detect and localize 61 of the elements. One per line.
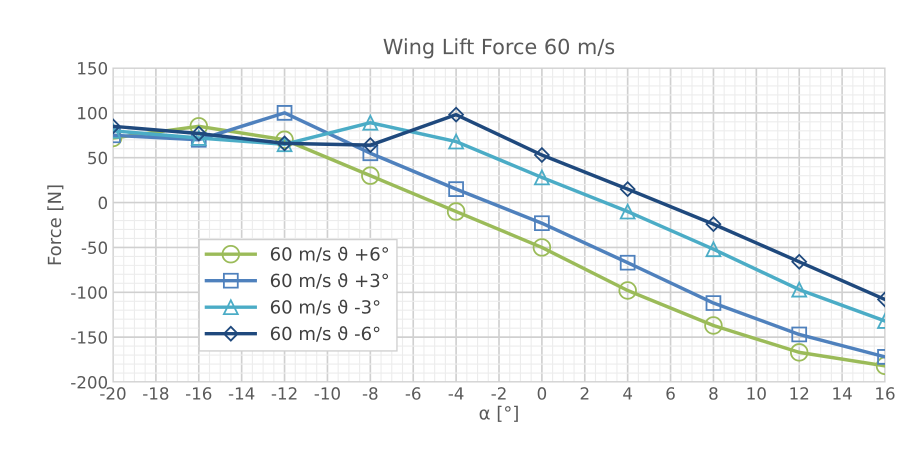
x-tick-label: -6 (406, 387, 420, 400)
legend-label: 60 m/s ϑ -3° (270, 300, 380, 316)
y-tick-label: 0 (98, 196, 108, 210)
x-tick-label: 8 (709, 387, 718, 400)
point (791, 282, 808, 298)
point (534, 215, 550, 232)
x-tick-label: -20 (100, 387, 126, 400)
y-tick-label: -50 (82, 241, 108, 254)
point (791, 254, 807, 270)
point (275, 130, 294, 150)
y-tick-label: -200 (71, 376, 108, 389)
y-tick-label: -100 (71, 286, 108, 299)
x-axis-title: α [°] (480, 406, 518, 422)
x-tick-label: -10 (314, 387, 340, 400)
y-tick-label: 100 (78, 106, 108, 120)
point (704, 316, 723, 335)
point (706, 241, 722, 258)
x-tick-label: 16 (876, 387, 895, 400)
legend-label: 60 m/s ϑ +3° (270, 273, 388, 289)
x-tick-label: 6 (666, 387, 675, 400)
point (791, 326, 808, 342)
point (620, 204, 636, 220)
x-tick-label: -14 (228, 387, 254, 400)
y-tick-label: -150 (71, 331, 108, 344)
point (362, 145, 378, 162)
point (362, 137, 378, 153)
point (706, 216, 722, 232)
point (790, 343, 808, 362)
point (620, 254, 636, 271)
point (534, 147, 550, 163)
x-tick-label: 14 (833, 387, 852, 400)
point (532, 238, 552, 257)
x-tick-label: -12 (272, 387, 296, 400)
x-tick-label: 4 (623, 387, 632, 400)
x-tick-label: -4 (448, 387, 464, 400)
x-tick-label: -2 (492, 387, 506, 400)
x-tick-label: -8 (362, 387, 378, 400)
point (446, 202, 466, 221)
point (448, 106, 464, 122)
chart-title: Wing Lift Force 60 m/s (384, 38, 614, 58)
y-tick-label: 50 (88, 152, 108, 164)
point (618, 281, 637, 300)
y-tick-label: 150 (78, 62, 108, 75)
x-tick-label: -18 (143, 387, 168, 400)
legend-label: 60 m/s ϑ -6° (270, 326, 380, 342)
point (361, 166, 380, 185)
point (276, 105, 292, 121)
point (706, 295, 722, 311)
point (191, 126, 207, 142)
x-tick-label: 2 (580, 387, 588, 400)
point (620, 181, 636, 197)
x-tick-label: -16 (186, 387, 212, 400)
x-tick-label: 12 (790, 387, 808, 400)
point (448, 181, 464, 197)
point (362, 114, 378, 131)
x-tick-label: 10 (748, 387, 766, 400)
point (448, 134, 464, 150)
x-tick-label: 0 (538, 387, 546, 400)
y-axis-title: Force [N] (47, 185, 64, 264)
legend-label: 60 m/s ϑ +6° (270, 246, 388, 262)
point (534, 170, 550, 186)
